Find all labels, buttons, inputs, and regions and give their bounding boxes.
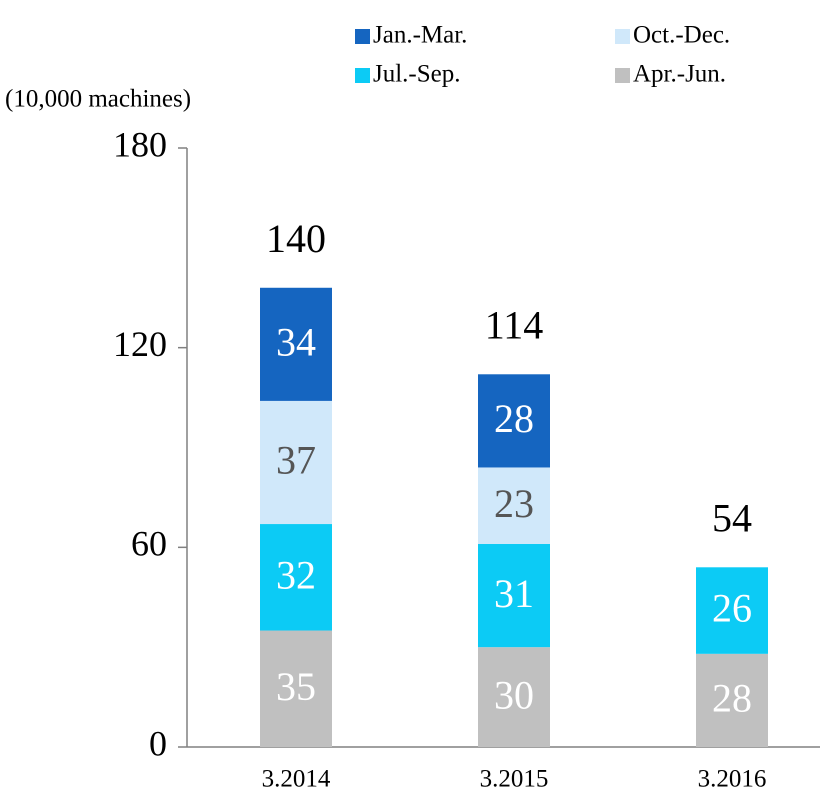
bar-segment (260, 287, 332, 401)
unit-label: (10,000 machines) (5, 86, 191, 113)
total-label: 114 (485, 302, 544, 347)
legend-swatch (355, 29, 370, 44)
bar-segment (696, 653, 768, 747)
y-tick-label: 180 (113, 124, 167, 164)
data-label: 28 (712, 676, 752, 721)
x-tick-label: 3.2014 (262, 766, 331, 793)
data-label: 23 (494, 481, 534, 526)
total-label: 140 (266, 216, 326, 261)
data-label: 35 (276, 664, 316, 709)
data-label: 37 (276, 438, 316, 483)
y-tick-label: 120 (113, 324, 167, 364)
total-label: 54 (712, 495, 752, 540)
bar-segment (478, 374, 550, 468)
x-tick-label: 3.2016 (698, 766, 767, 793)
data-label: 32 (276, 552, 316, 597)
data-label: 26 (712, 586, 752, 631)
bar-segment (260, 524, 332, 631)
bar-segment (696, 567, 768, 654)
bar-segment (478, 467, 550, 545)
legend-swatch (355, 68, 370, 83)
legend-label: Jul.-Sep. (373, 61, 461, 88)
legend-swatch (615, 29, 630, 44)
bar-segment (478, 647, 550, 747)
bar-segment (260, 630, 332, 747)
data-label: 28 (494, 396, 534, 441)
y-tick-label: 0 (149, 723, 167, 763)
data-label: 30 (494, 672, 534, 717)
data-label: 31 (494, 571, 534, 616)
bar-segment (260, 400, 332, 525)
legend-label: Jan.-Mar. (373, 22, 467, 49)
legend-label: Oct.-Dec. (633, 22, 730, 49)
y-tick-label: 60 (131, 524, 167, 564)
bar-segment (478, 544, 550, 648)
legend-label: Apr.-Jun. (633, 61, 726, 88)
x-tick-label: 3.2015 (480, 766, 549, 793)
legend-swatch (615, 68, 630, 83)
data-label: 34 (276, 320, 316, 365)
